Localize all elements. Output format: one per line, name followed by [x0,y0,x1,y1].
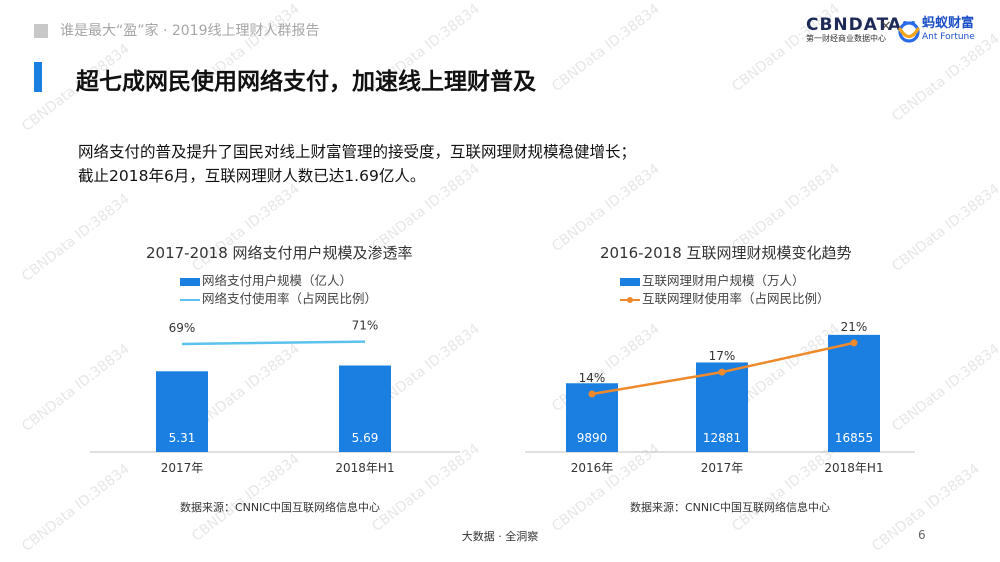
left-legend-line: 网络支付使用率（占网民比例） [180,290,377,308]
legend-bar-swatch [620,277,640,286]
bar [828,334,880,452]
line-value-label: 21% [841,320,868,334]
category-tick-label: 2016年 [571,461,614,475]
watermark-text: CBNData ID:38834 [889,181,1000,275]
line-value-label: 71% [352,319,379,333]
right-legend-bar-label: 互联网理财用户规模（万人） [642,273,805,288]
legend-line-swatch [180,298,200,301]
intro-line-2: 截止2018年6月，互联网理财人数已达1.69亿人。 [78,167,426,185]
bar [339,365,391,452]
right-legend-line-label: 互联网理财使用率（占网民比例） [642,291,830,306]
right-chart-legend: 互联网理财用户规模（万人） 互联网理财使用率（占网民比例） [620,272,830,308]
line-point [718,368,726,376]
header-square-marker [34,24,48,38]
intro-text: 网络支付的普及提升了国民对线上财富管理的接受度，互联网理财规模稳健增长； 截止2… [78,140,798,188]
right-legend-bar: 互联网理财用户规模（万人） [620,272,830,290]
bar-value-label: 9890 [577,431,608,445]
left-chart-title: 2017-2018 网络支付用户规模及渗透率 [146,244,413,262]
left-legend-bar: 网络支付用户规模（亿人） [180,272,377,290]
intro-line-1: 网络支付的普及提升了国民对线上财富管理的接受度，互联网理财规模稳健增长； [78,143,637,161]
ant-fortune-logo: 蚂蚁财富 Ant Fortune [922,16,975,42]
watermark-text: CBNData ID:38834 [549,1,663,95]
bar-value-label: 5.69 [352,431,379,445]
logo-separator: × [880,18,892,34]
bar [696,362,748,452]
right-chart: 9890 2016年 12881 2017年 16855 2018年H1 14% 17% 21% [525,320,915,475]
legend-line-swatch [620,296,640,303]
line-value-label: 14% [579,371,606,385]
legend-bar-swatch [180,277,200,286]
cbndata-logo: CBNDATA 第一财经商业数据中心 [806,16,902,44]
right-chart-source: 数据来源：CNNIC中国互联网络信息中心 [630,501,831,514]
cbndata-logo-subtitle: 第一财经商业数据中心 [806,34,886,43]
bar-value-label: 16855 [835,431,873,445]
category-tick-label: 2017年 [701,461,744,475]
right-legend-line: 互联网理财使用率（占网民比例） [620,290,830,308]
title-accent-bar [34,62,42,92]
series-line [181,340,366,346]
ant-fortune-logo-text: 蚂蚁财富 [922,16,975,31]
page-title: 超七成网民使用网络支付，加速线上理财普及 [76,69,536,95]
left-chart-legend: 网络支付用户规模（亿人） 网络支付使用率（占网民比例） [180,272,377,308]
left-legend-bar-label: 网络支付用户规模（亿人） [202,273,353,288]
right-chart-title: 2016-2018 互联网理财规模变化趋势 [600,244,852,262]
bar [156,371,208,452]
category-tick-label: 2018年H1 [824,461,883,475]
bar-value-label: 5.31 [169,431,196,445]
watermark-text: CBNData ID:38834 [889,31,1000,125]
left-chart: 5.31 2017年 5.69 2018年H1 69% 71% [90,319,460,475]
cbndata-logo-text: CBNDATA [806,15,903,35]
ant-fortune-logo-subtitle: Ant Fortune [922,32,975,42]
line-value-label: 69% [169,321,196,335]
ant-fortune-icon [898,21,920,43]
left-chart-source: 数据来源：CNNIC中国互联网络信息中心 [180,501,381,514]
category-tick-label: 2017年 [161,461,204,475]
watermark-text: CBNData ID:38834 [19,191,133,285]
category-tick-label: 2018年H1 [335,461,394,475]
line-point [588,390,596,398]
report-title: 谁是最大“盈”家 · 2019线上理财人群报告 [60,23,320,39]
footer-slogan: 大数据 · 全洞察 [461,530,539,543]
page-number: 6 [918,528,926,542]
bar-value-label: 12881 [703,431,741,445]
left-legend-line-label: 网络支付使用率（占网民比例） [202,291,378,306]
line-value-label: 17% [709,349,736,363]
line-point [850,339,858,347]
